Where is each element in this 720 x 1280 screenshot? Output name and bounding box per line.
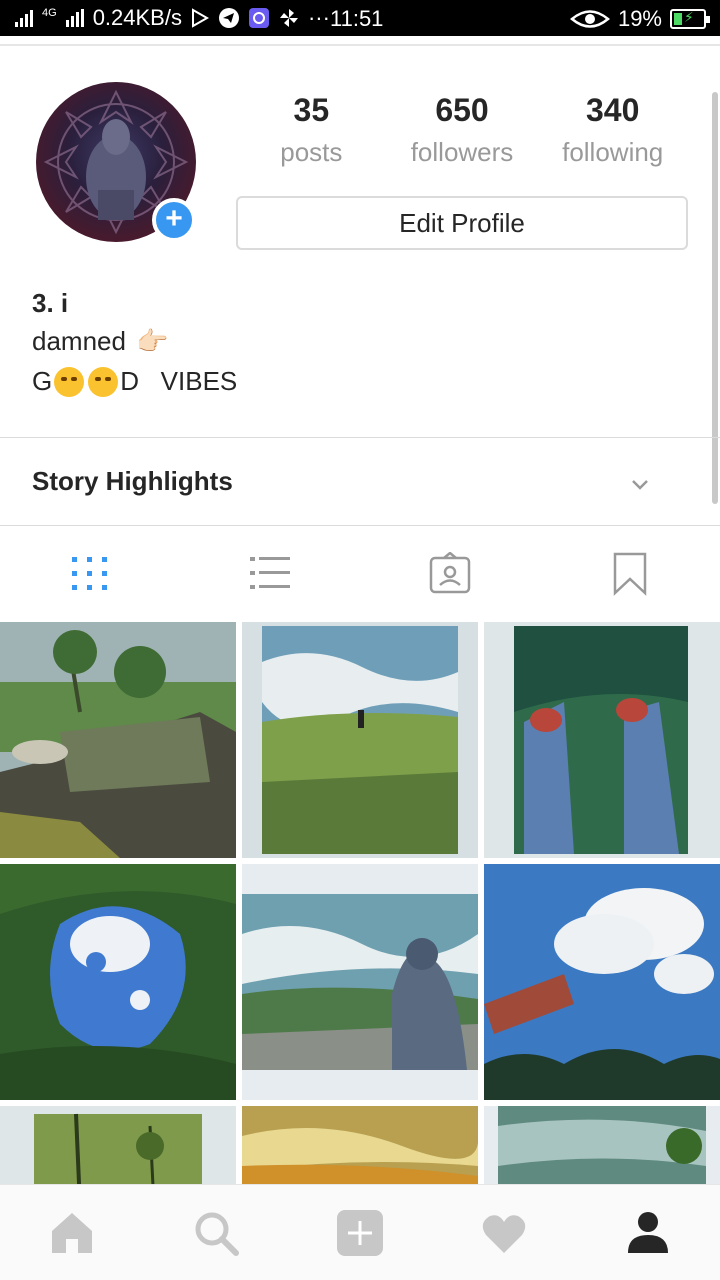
edit-profile-button[interactable]: Edit Profile <box>236 196 688 250</box>
profile-icon[interactable] <box>624 1209 672 1257</box>
tagged-photos-icon[interactable] <box>428 551 472 596</box>
more-notifications: ··· <box>307 5 330 30</box>
followers-count: 650 <box>435 92 489 128</box>
profile-stats: 35 posts 650 followers 340 following <box>236 92 688 168</box>
photo-grid <box>0 622 720 1184</box>
bottom-navigation <box>0 1184 720 1280</box>
telegram-icon <box>218 7 240 29</box>
clock: 11:51 <box>330 6 384 31</box>
grid-photo-6[interactable] <box>484 864 720 1100</box>
search-icon[interactable] <box>192 1209 240 1257</box>
chevron-down-icon[interactable] <box>628 472 652 501</box>
bio-line-2: G D VIBES <box>32 366 237 397</box>
pointing-hand-emoji: 👉🏻 <box>135 326 169 356</box>
battery-percent: 19% <box>617 6 662 31</box>
following-stat[interactable]: 340 following <box>537 92 688 168</box>
add-story-button[interactable]: + <box>152 198 196 242</box>
grid-photo-7[interactable] <box>0 1106 236 1184</box>
followers-stat[interactable]: 650 followers <box>387 92 538 168</box>
divider-highlights-bottom <box>0 525 720 526</box>
following-count: 340 <box>585 92 640 128</box>
bio-line-1-text: damned <box>32 326 126 356</box>
pinwheel-icon <box>278 7 300 29</box>
status-bar: 4G 0.24KB/s ··· 11:51 19% ⚡ <box>0 0 720 36</box>
bio-line-2-end: D VIBES <box>120 366 238 396</box>
profile-avatar[interactable] <box>36 82 196 242</box>
heart-activity-icon[interactable] <box>480 1209 528 1257</box>
grid-photo-4[interactable] <box>0 864 236 1100</box>
add-post-icon[interactable] <box>336 1209 384 1257</box>
posts-label: posts <box>280 137 343 167</box>
bio-line-1: damned 👉🏻 <box>32 326 168 357</box>
grid-photo-2[interactable] <box>242 622 478 858</box>
grid-photo-1[interactable] <box>0 622 236 858</box>
signal-icon <box>14 8 40 28</box>
battery-icon: ⚡ <box>670 9 710 29</box>
signal-icon-2 <box>65 8 85 28</box>
bio-line-2-start: G <box>32 366 53 396</box>
yum-face-emoji <box>54 366 85 397</box>
header-divider <box>0 44 720 46</box>
grid-photo-9[interactable] <box>484 1106 720 1184</box>
saved-bookmark-icon[interactable] <box>608 552 652 596</box>
kissing-face-emoji <box>88 366 119 397</box>
posts-stat[interactable]: 35 posts <box>236 92 387 168</box>
grid-view-icon[interactable] <box>68 552 112 596</box>
scrollbar[interactable] <box>712 92 718 504</box>
network-type: 4G <box>42 7 57 19</box>
posts-count: 35 <box>293 92 330 128</box>
app-icon <box>248 7 270 29</box>
followers-label: followers <box>410 137 514 167</box>
home-icon[interactable] <box>48 1209 96 1257</box>
profile-name: 3. i <box>32 288 69 318</box>
grid-photo-5[interactable] <box>242 864 478 1100</box>
divider-highlights-top <box>0 437 720 438</box>
play-store-icon <box>190 8 210 28</box>
profile-tabs <box>0 526 720 622</box>
following-label: following <box>562 137 664 167</box>
eye-icon <box>569 8 610 30</box>
list-view-icon[interactable] <box>248 552 292 596</box>
story-highlights-label[interactable]: Story Highlights <box>32 466 233 496</box>
network-speed: 0.24KB/s <box>92 5 182 30</box>
grid-photo-3[interactable] <box>484 622 720 858</box>
grid-photo-8[interactable] <box>242 1106 478 1184</box>
